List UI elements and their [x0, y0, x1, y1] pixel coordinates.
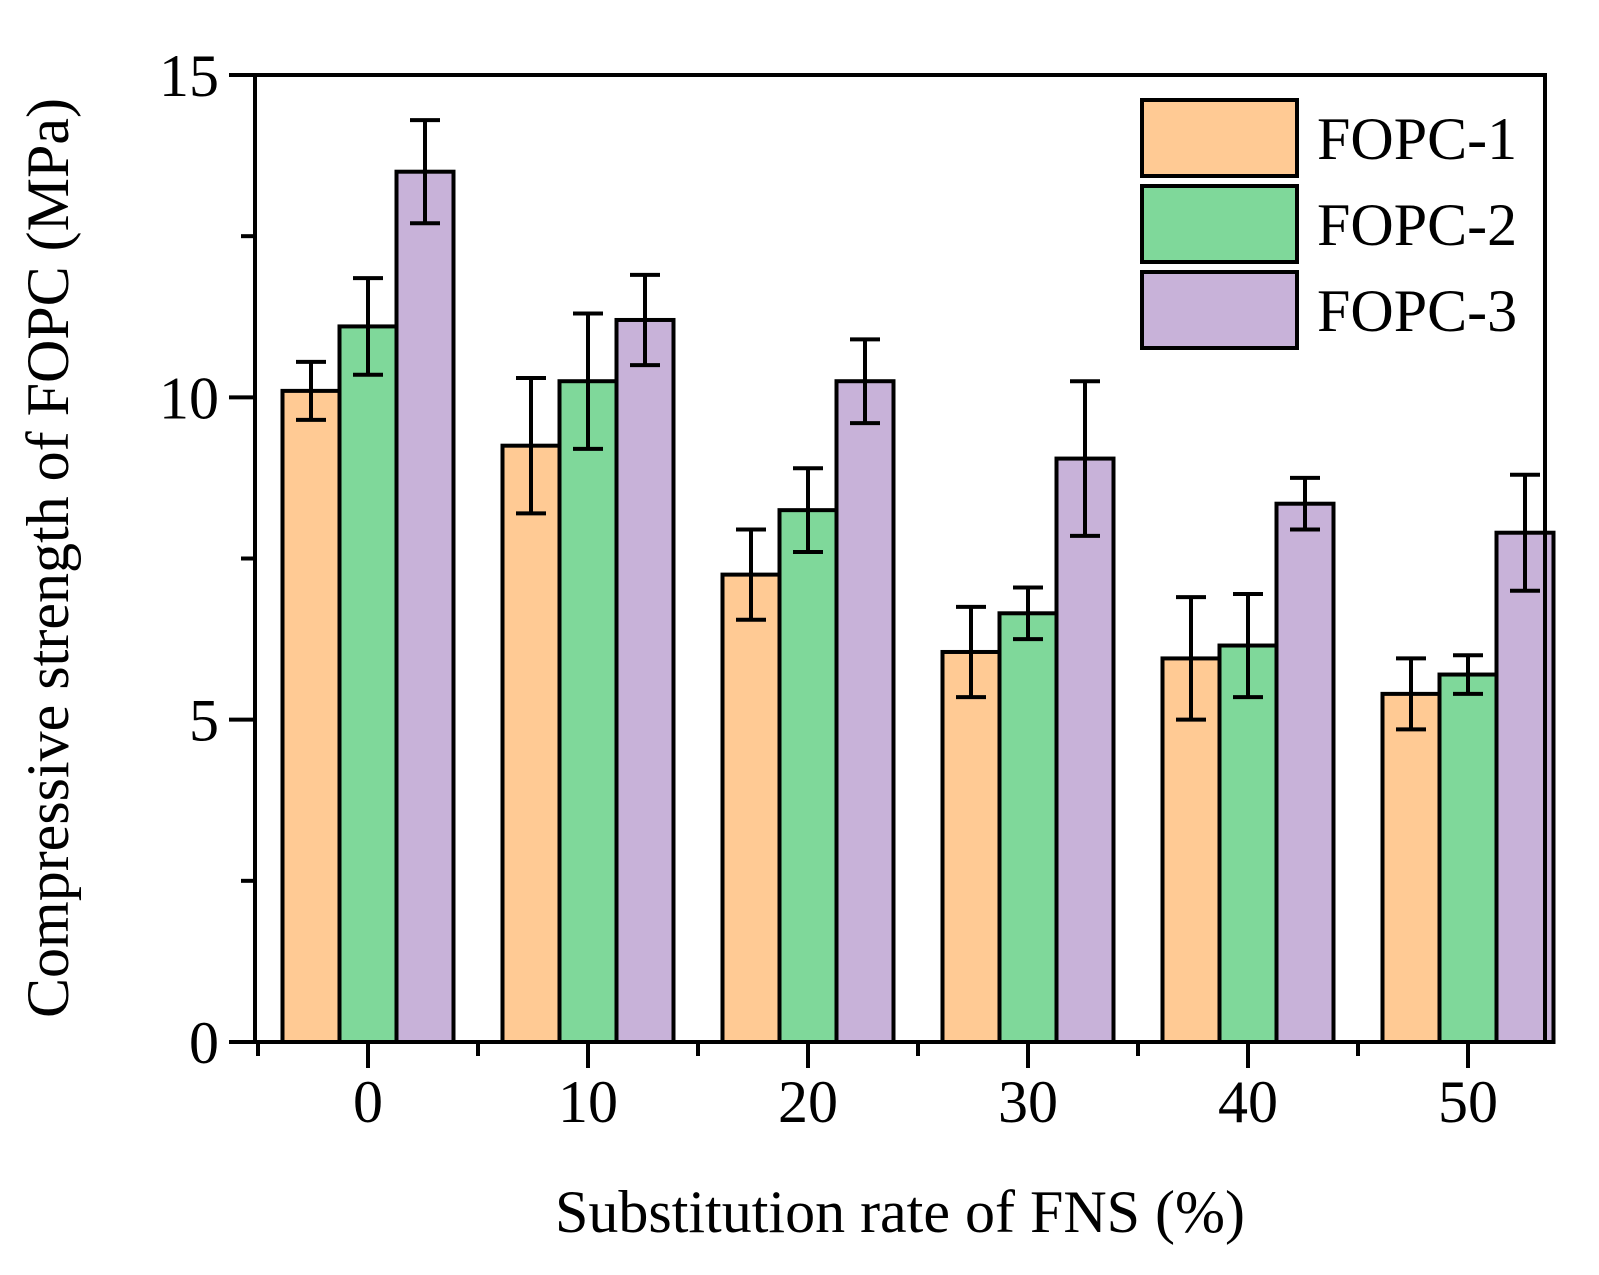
- bar-fopc-2-10: [557, 379, 619, 1044]
- legend-swatch-fopc-3: [1140, 270, 1299, 350]
- errorbar-fopc-3-40: [1290, 475, 1320, 532]
- bar-fopc-2-0: [337, 324, 399, 1045]
- errorbar-fopc-1-50: [1396, 656, 1426, 732]
- bar-fopc-3-30: [1054, 456, 1116, 1044]
- x-tick-label-40: 40: [1218, 1069, 1278, 1135]
- y-tick-label-10: 10: [159, 365, 219, 431]
- errorbar-fopc-3-0: [410, 118, 440, 226]
- bar-fopc-2-40: [1217, 643, 1279, 1045]
- errorbar-fopc-1-40: [1176, 595, 1206, 722]
- x-tick-label-20: 20: [778, 1069, 838, 1135]
- errorbar-fopc-3-30: [1070, 379, 1100, 538]
- legend: FOPC-1 FOPC-2 FOPC-3: [1140, 98, 1517, 350]
- bar-fopc-3-0: [394, 169, 456, 1044]
- legend-label-fopc-2: FOPC-2: [1317, 192, 1517, 258]
- x-tick-label-50: 50: [1438, 1069, 1498, 1135]
- y-tick-label-5: 5: [189, 688, 219, 754]
- legend-label-fopc-1: FOPC-1: [1317, 106, 1517, 172]
- bar-fopc-1-30: [940, 649, 1002, 1045]
- y-tick-label-0: 0: [189, 1010, 219, 1076]
- bar-fopc-3-40: [1274, 501, 1336, 1045]
- axis-layer: 0 5 10 15 0 10 20 30 40 50: [159, 43, 1498, 1135]
- errorbar-fopc-2-20: [793, 466, 823, 555]
- errorbar-fopc-2-30: [1013, 585, 1043, 642]
- y-tick-label-15: 15: [159, 43, 219, 109]
- errorbar-fopc-2-40: [1233, 591, 1263, 700]
- errorbar-fopc-2-50: [1453, 653, 1483, 696]
- legend-swatch-fopc-2: [1140, 184, 1299, 264]
- y-axis-title: Compressive strength of FOPC (MPa): [15, 98, 81, 1018]
- errorbar-fopc-2-0: [353, 276, 383, 377]
- bar-fopc-1-10: [500, 443, 562, 1044]
- bar-fopc-2-30: [997, 611, 1059, 1045]
- bar-fopc-2-50: [1437, 672, 1499, 1044]
- errorbar-fopc-1-20: [736, 527, 766, 622]
- bar-fopc-1-50: [1380, 691, 1442, 1044]
- x-tick-label-10: 10: [558, 1069, 618, 1135]
- errorbar-fopc-3-20: [850, 337, 880, 426]
- errorbar-fopc-3-50: [1510, 472, 1540, 593]
- x-tick-label-0: 0: [353, 1069, 383, 1135]
- x-tick-label-30: 30: [998, 1069, 1058, 1135]
- errorbar-fopc-1-10: [516, 375, 546, 516]
- bar-fopc-1-20: [720, 572, 782, 1044]
- bar-fopc-3-20: [834, 379, 896, 1044]
- errorbar-fopc-2-10: [573, 311, 603, 451]
- errorbars-layer: [296, 118, 1540, 732]
- errorbar-fopc-1-30: [956, 604, 986, 700]
- legend-label-fopc-3: FOPC-3: [1317, 278, 1517, 344]
- legend-swatch-fopc-1: [1140, 98, 1299, 178]
- errorbar-fopc-3-10: [630, 272, 660, 368]
- bar-fopc-1-0: [280, 388, 342, 1044]
- x-axis-title: Substitution rate of FNS (%): [555, 1179, 1245, 1245]
- errorbar-fopc-1-0: [296, 359, 326, 422]
- bar-fopc-2-20: [777, 508, 839, 1044]
- bar-fopc-3-10: [614, 317, 676, 1044]
